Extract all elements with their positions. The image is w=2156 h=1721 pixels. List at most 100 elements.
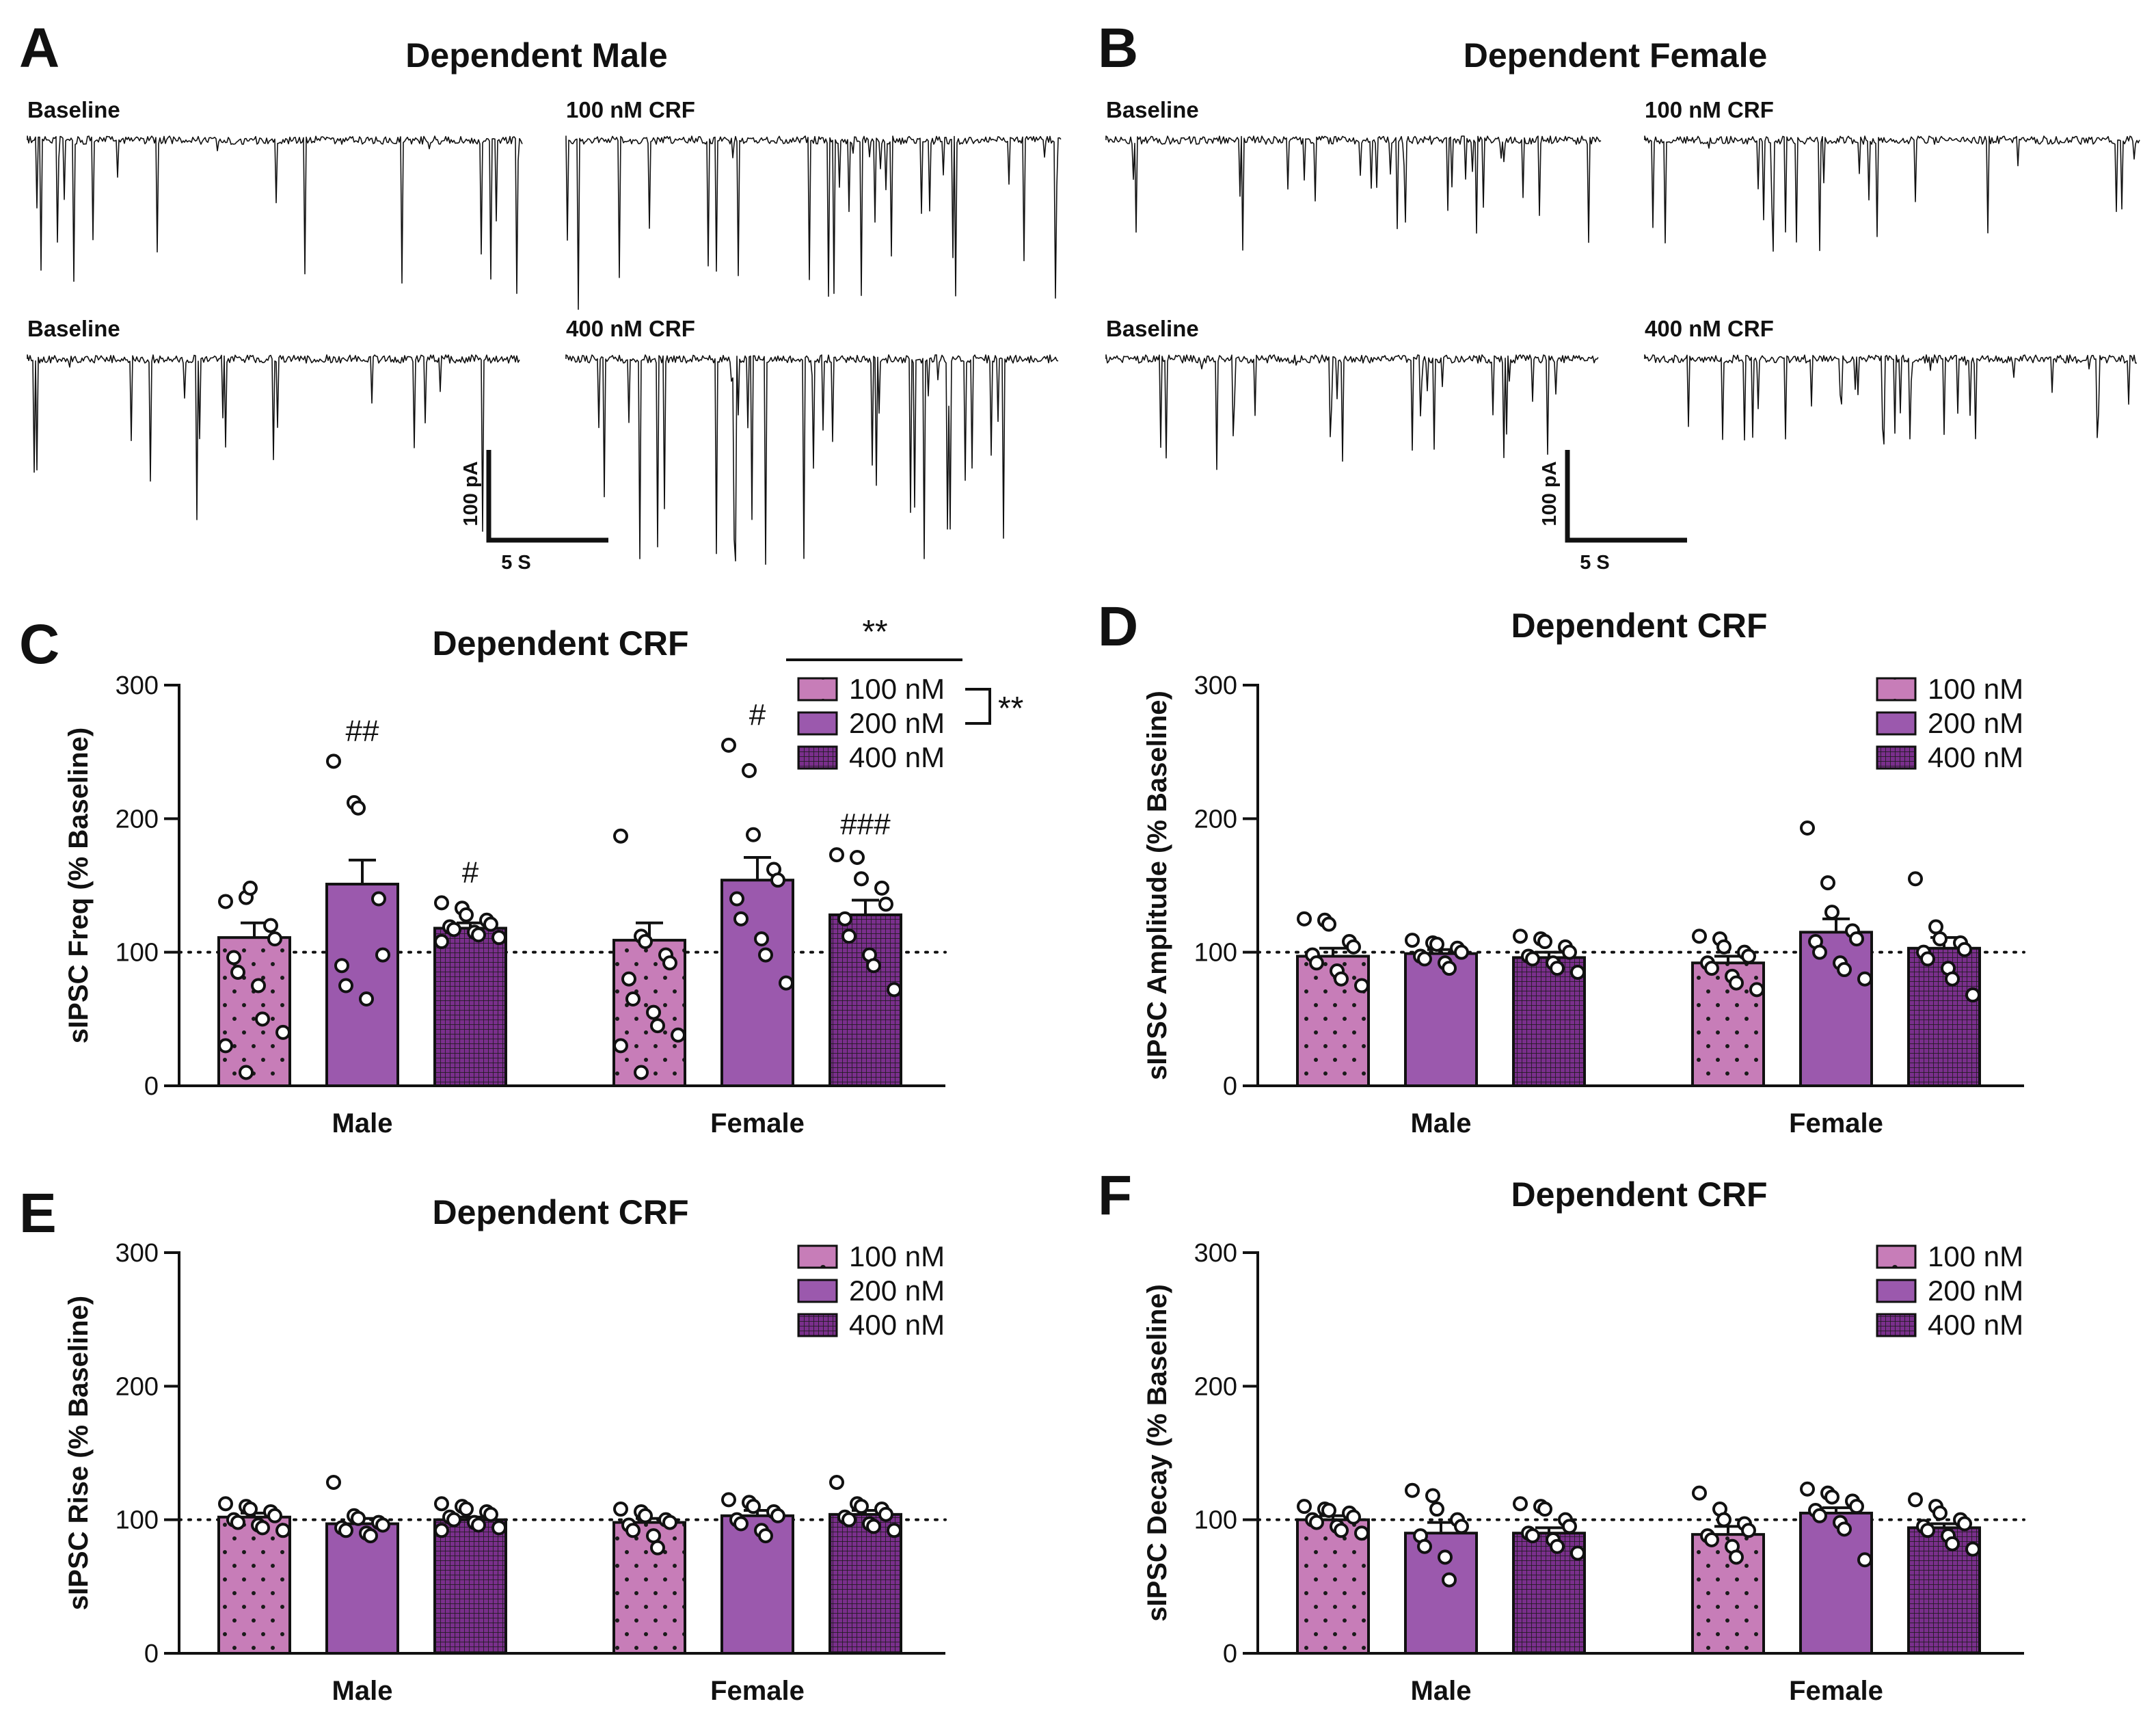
data-point	[1354, 1525, 1369, 1541]
legend-swatch	[1876, 1244, 1917, 1269]
data-point	[638, 1508, 653, 1523]
bar	[433, 1518, 507, 1655]
data-point	[1438, 1549, 1453, 1565]
data-point	[1800, 1481, 1815, 1497]
legend-label: 200 nM	[849, 1275, 945, 1307]
bar	[1296, 1518, 1370, 1655]
y-tick-label: 0	[144, 1640, 159, 1668]
data-point	[434, 1496, 449, 1512]
data-point	[829, 1474, 844, 1490]
data-point	[878, 1506, 893, 1522]
data-point	[1812, 944, 1827, 960]
bar	[1799, 1511, 1873, 1655]
data-point	[459, 1502, 474, 1517]
data-point	[1309, 1515, 1324, 1530]
data-point	[1837, 962, 1852, 978]
legend-label: 200 nM	[849, 707, 945, 739]
chart-title: Dependent CRF	[433, 1193, 689, 1231]
data-point	[1824, 1489, 1840, 1505]
traces-panel-b: B Dependent Female Baseline 100 nM CRF Basel…	[1098, 17, 2140, 574]
data-point	[1741, 948, 1756, 964]
legend-label: 400 nM	[849, 741, 945, 773]
y-tick-label: 200	[1194, 1372, 1237, 1401]
data-point	[1729, 975, 1744, 991]
data-point	[375, 1517, 390, 1533]
panel-letter: F	[1098, 1164, 1132, 1227]
x-category-label: Female	[1789, 1676, 1883, 1706]
data-point	[1334, 1523, 1349, 1538]
data-point	[1346, 939, 1361, 955]
data-point	[218, 1038, 233, 1054]
data-point	[634, 1065, 649, 1080]
data-point	[1920, 951, 1935, 967]
data-point	[850, 849, 865, 865]
significance-mark: #	[462, 855, 479, 889]
data-point	[1932, 1505, 1948, 1521]
panel-letter: B	[1098, 17, 1138, 79]
data-point	[721, 1492, 736, 1508]
legend-swatch	[1876, 711, 1917, 736]
data-point	[351, 800, 366, 816]
legend-swatch	[797, 1244, 838, 1269]
data-point	[243, 880, 258, 896]
data-point	[1550, 1538, 1565, 1554]
data-point	[1425, 1488, 1440, 1504]
data-point	[625, 1523, 641, 1538]
data-point	[1570, 1545, 1585, 1561]
y-tick-label: 200	[116, 805, 159, 833]
data-point	[1716, 1512, 1731, 1527]
data-point	[1354, 978, 1369, 993]
scale-label-y: 100 pA	[1539, 461, 1561, 526]
data-point	[359, 991, 374, 1007]
bar	[1296, 955, 1370, 1087]
chart-panel-f: F Dependent CRF 0 100 200 300 sIPSC Decay (% B…	[1098, 1164, 2025, 1706]
trace-label: 400 nM CRF	[566, 316, 695, 341]
bar	[1512, 956, 1586, 1087]
trace-label: Baseline	[1106, 316, 1199, 341]
data-point	[638, 934, 653, 950]
data-point	[1405, 933, 1420, 948]
bar	[1691, 1533, 1765, 1655]
data-point	[263, 918, 278, 933]
data-point	[866, 958, 881, 974]
data-point	[646, 1004, 661, 1020]
legend-label: 100 nM	[849, 673, 945, 705]
data-point	[1405, 1482, 1420, 1498]
data-point	[1334, 971, 1349, 987]
trace-label: 400 nM CRF	[1645, 316, 1774, 341]
y-axis-label: sIPSC Amplitude (% Baseline)	[1142, 691, 1172, 1080]
data-point	[1454, 1519, 1469, 1534]
data-point	[662, 1515, 677, 1530]
data-point	[742, 763, 757, 779]
data-point	[1704, 1532, 1719, 1547]
data-point	[471, 1517, 486, 1533]
data-point	[854, 1499, 869, 1515]
data-point	[446, 1512, 461, 1527]
data-point	[650, 1018, 665, 1034]
data-point	[243, 1502, 258, 1517]
y-tick-label: 200	[1194, 805, 1237, 833]
scale-label-x: 5 S	[1580, 552, 1610, 574]
data-point	[1525, 951, 1540, 967]
legend-swatch	[1876, 1279, 1917, 1303]
x-category-label: Female	[1789, 1108, 1883, 1138]
data-point	[434, 895, 449, 911]
data-point	[1965, 1541, 1980, 1557]
data-point	[1297, 1499, 1312, 1515]
data-point	[1820, 875, 1835, 891]
y-tick-label: 300	[116, 1239, 159, 1268]
data-point	[371, 891, 386, 907]
legend-label: 400 nM	[1928, 1309, 2023, 1341]
data-point	[1857, 1552, 1872, 1568]
data-point	[1908, 871, 1923, 887]
legend-label: 200 nM	[1928, 707, 2023, 739]
legend-swatch	[797, 677, 838, 702]
data-point	[1537, 934, 1552, 950]
data-point	[1454, 944, 1469, 960]
data-point	[1429, 1502, 1444, 1517]
y-tick-label: 0	[144, 1072, 159, 1101]
current-trace	[565, 135, 1062, 310]
current-trace	[1644, 354, 2137, 445]
trace-label: 100 nM CRF	[566, 97, 695, 122]
